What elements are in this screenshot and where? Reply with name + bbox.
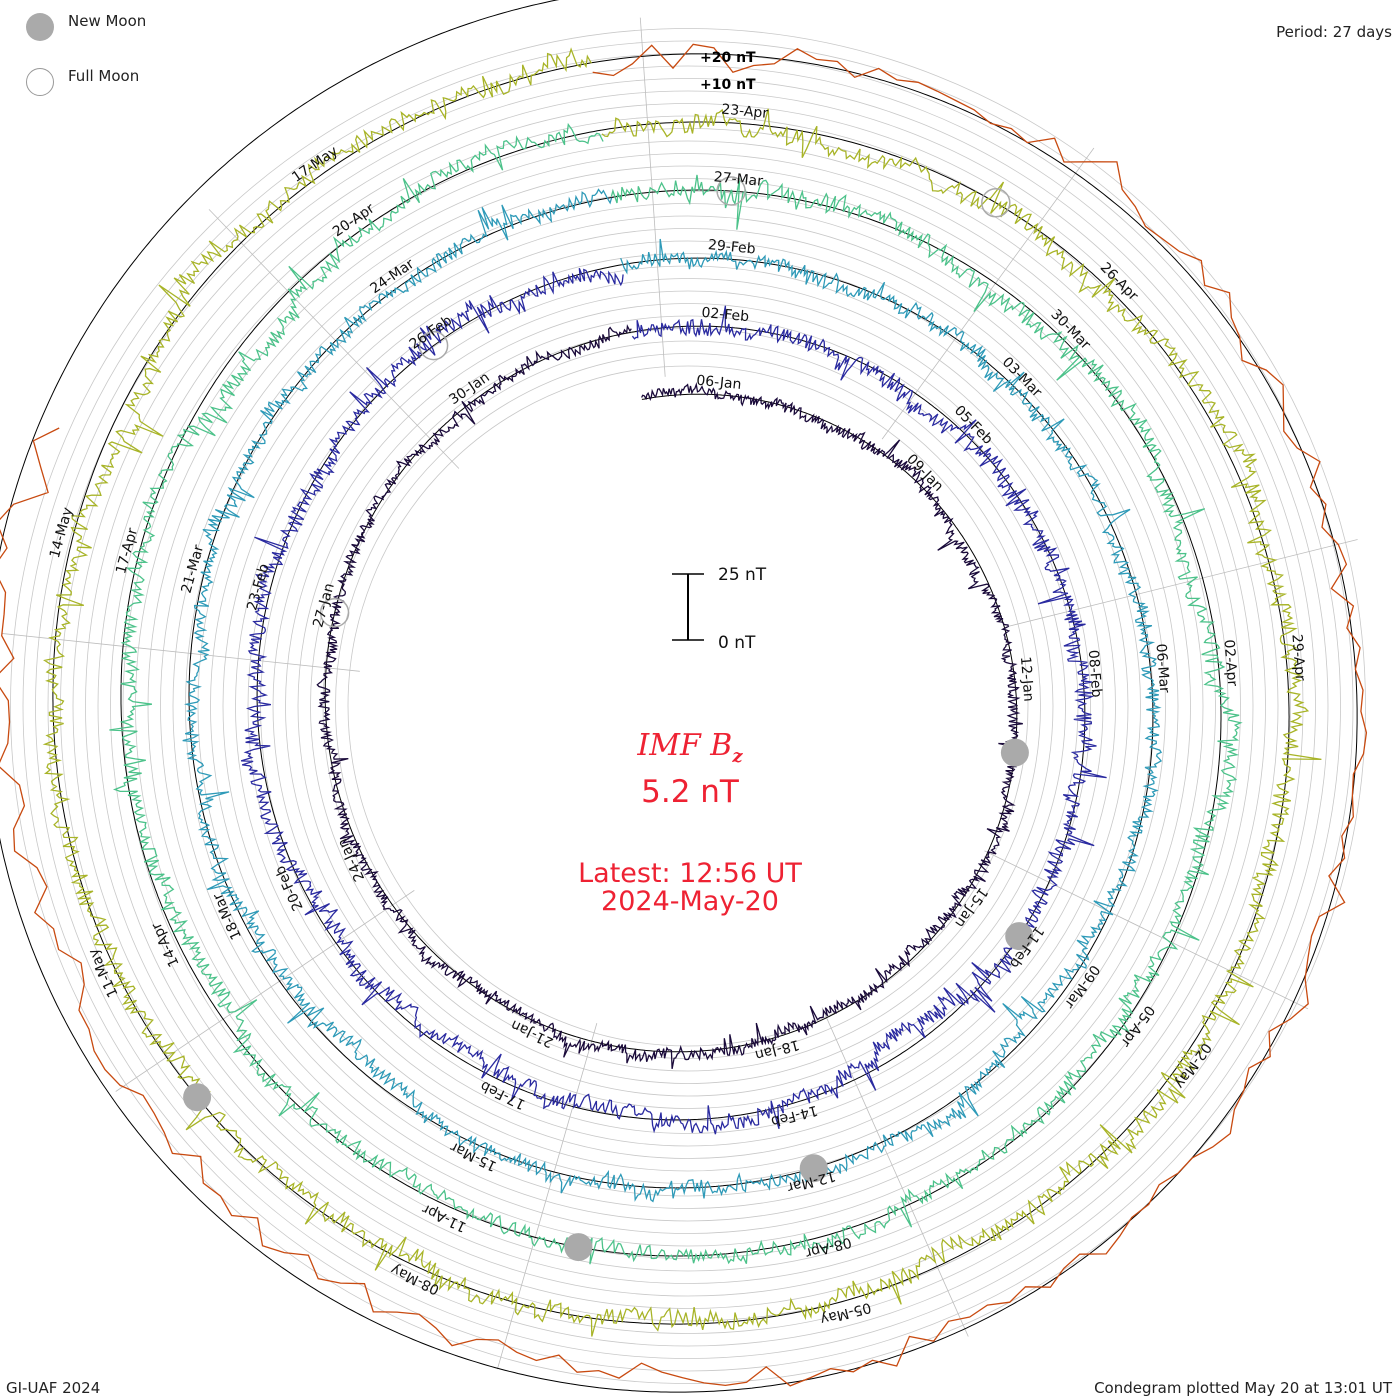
grid-spoke (881, 147, 1095, 440)
date-label: 12-Jan (1017, 656, 1036, 702)
latest-date: 2024-May-20 (601, 886, 779, 917)
period-label: Period: 27 days (1276, 23, 1392, 41)
grid-spoke (497, 1023, 598, 1370)
date-label: 14-Apr (149, 920, 183, 969)
variable-subscript: z (732, 746, 743, 767)
grid-spoke (821, 1007, 969, 1337)
rotation-3-trace (182, 188, 1163, 1203)
grid-ring (310, 328, 1066, 1084)
variable-name: IMF B (637, 728, 733, 763)
grid-spoke (984, 850, 1309, 1010)
grid-ring (110, 128, 1266, 1284)
legend-new-moon-label: New Moon (68, 12, 147, 30)
new-moon-marker (1005, 922, 1034, 951)
new-moon-icon (26, 13, 54, 41)
zero-reference-spiral (188, 197, 1154, 1189)
date-label: 29-Feb (707, 237, 756, 258)
date-label: 23-Feb (244, 562, 272, 612)
data-traces (0, 43, 1368, 1387)
rotation-1-trace (316, 324, 1023, 1070)
grid-ring (47, 65, 1329, 1347)
full-moon-icon (26, 68, 54, 96)
new-moon-marker (183, 1083, 212, 1112)
rotation-4-trace (109, 122, 1243, 1265)
grid-ring (172, 190, 1204, 1222)
new-moon-marker (1000, 738, 1029, 767)
grid-spoke (115, 890, 415, 1092)
credit-label: GI-UAF 2024 (6, 1379, 101, 1397)
date-label: 27-Mar (713, 169, 764, 190)
grid-ring (85, 103, 1291, 1309)
date-label: 26-Apr (1097, 260, 1141, 305)
grid-spoke (1, 633, 360, 672)
scale-bar: 25 nT 0 nT (672, 565, 767, 653)
rotation-6-trace (0, 43, 1368, 1387)
grid-ring (147, 165, 1229, 1247)
date-label: 02-Apr (1220, 639, 1240, 687)
date-label: 23-Apr (721, 102, 769, 122)
grid-spoke (1008, 539, 1358, 627)
variable-title: IMF Bz (0, 728, 1380, 767)
grid-spoke (639, 17, 666, 377)
zero-reference-spiral (52, 62, 1290, 1325)
grid-ring (22, 40, 1354, 1372)
grid-ring (285, 303, 1091, 1109)
grid-ring (35, 53, 1341, 1359)
grid-ring (247, 265, 1129, 1147)
date-labels: 06-Jan09-Jan12-Jan15-Jan18-Jan21-Jan24-J… (47, 102, 1308, 1328)
current-value: 5.2 nT (641, 774, 739, 810)
moon-markers (183, 176, 1034, 1262)
date-label: 08-Apr (804, 1234, 854, 1261)
rotation-5-trace (42, 47, 1322, 1337)
new-moon-marker (799, 1154, 828, 1183)
grid-ring (135, 153, 1241, 1259)
legend-full-moon-label: Full Moon (68, 67, 140, 85)
date-label: 27-Jan (310, 581, 338, 629)
grid-ring (197, 215, 1179, 1197)
grid-ring (210, 228, 1166, 1184)
grid-ring (185, 203, 1191, 1209)
grid-ring (347, 365, 1029, 1047)
grid-ring (10, 28, 1366, 1384)
zero-reference-spiral (0, 0, 1358, 1393)
legend-new-moon: New Moon (26, 12, 147, 41)
date-label: 02-Feb (701, 305, 750, 326)
plotted-label: Condegram plotted May 20 at 13:01 UT (1094, 1379, 1392, 1397)
grid-ring (122, 140, 1254, 1272)
latest-time: Latest: 12:56 UT (578, 858, 802, 889)
grid-ring (297, 315, 1079, 1097)
date-label: 06-Jan (696, 373, 743, 393)
new-moon-marker (564, 1233, 593, 1262)
date-label: 29-Apr (1288, 634, 1308, 682)
grid-ring (235, 253, 1141, 1159)
date-label: 18-Jan (753, 1036, 801, 1063)
grid-spokes (1, 17, 1358, 1370)
reference-tick-labels: +20 nT +10 nT (700, 50, 756, 93)
date-label: 15-Mar (448, 1138, 500, 1174)
full-moon-marker (981, 188, 1011, 218)
date-label: 05-May (819, 1299, 873, 1327)
full-moon-marker (716, 176, 746, 206)
grid-ring (322, 340, 1054, 1072)
scale-bottom-label: 0 nT (718, 633, 756, 653)
rotation-2-trace (240, 267, 1107, 1135)
grid-spoke (208, 209, 460, 469)
scale-top-label: 25 nT (718, 565, 767, 585)
grid-ring (97, 115, 1279, 1297)
zero-reference-spiral (324, 331, 1018, 1053)
full-moon-marker (319, 597, 350, 628)
legend-full-moon: Full Moon (26, 67, 140, 96)
reference-tick-label: +20 nT (700, 50, 756, 66)
reference-tick-label: +10 nT (700, 77, 756, 93)
grid-ring (60, 78, 1316, 1334)
full-moon-marker (418, 330, 449, 361)
date-label: 08-Feb (1085, 649, 1105, 698)
date-label: 14-Feb (769, 1102, 819, 1129)
grid-ring (160, 178, 1216, 1234)
grid-ring (335, 353, 1041, 1059)
date-label: 06-Mar (1152, 643, 1172, 694)
